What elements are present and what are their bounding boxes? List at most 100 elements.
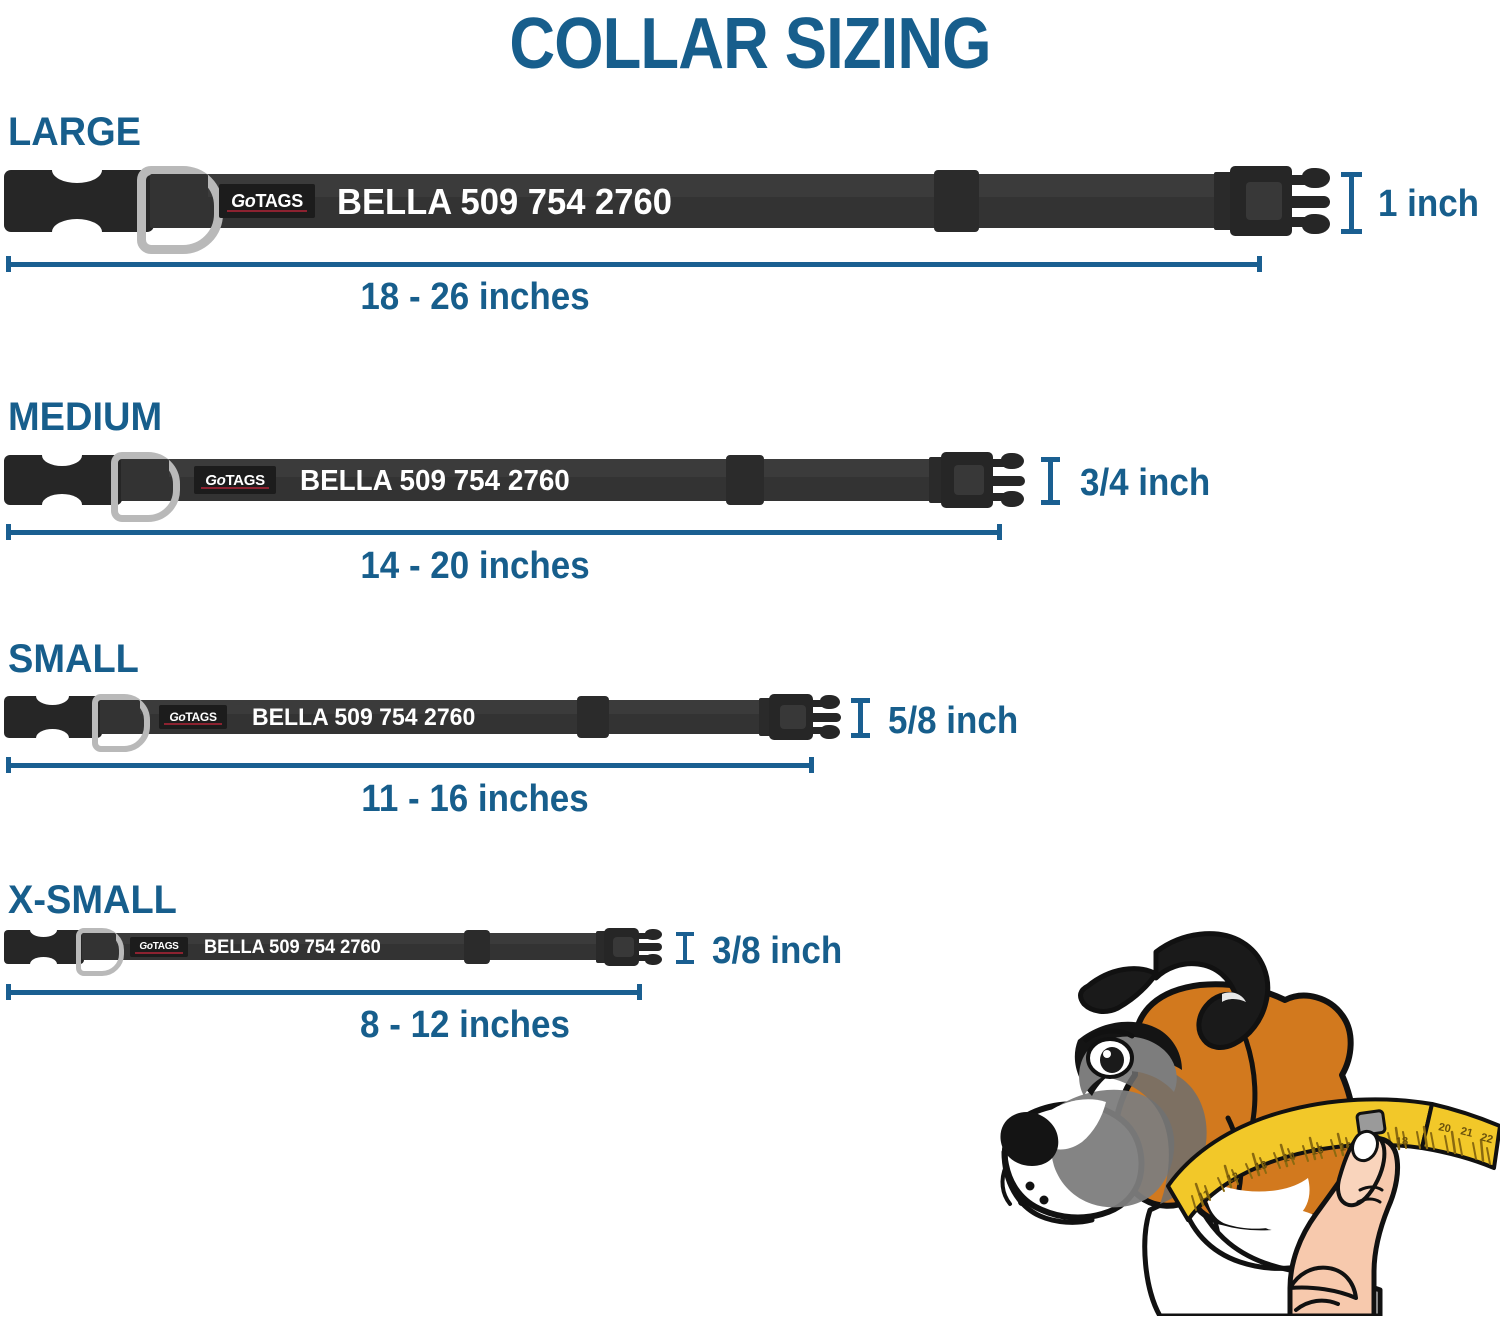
- brand-logo-patch: GoTAGS: [219, 184, 315, 218]
- ibeam-cap-top: [851, 698, 870, 703]
- buckle-prong-bottom: [635, 955, 651, 961]
- width-label-xsmall: 3/8 inch: [712, 930, 843, 972]
- size-label-small: SMALL: [8, 637, 139, 681]
- dimension-cap-left: [6, 524, 11, 540]
- tri-glide-slider: [4, 157, 154, 245]
- svg-text:18: 18: [1396, 1136, 1409, 1148]
- dimension-cap-right: [1257, 256, 1262, 272]
- logo-tags-text: TAGS: [152, 941, 179, 952]
- svg-text:22: 22: [1479, 1131, 1494, 1146]
- buckle-barb-bottom: [820, 725, 840, 739]
- engraved-name-text: BELLA 509 754 2760: [300, 465, 570, 497]
- keeper-loop: [577, 696, 609, 738]
- side-release-buckle: [596, 928, 662, 966]
- side-release-buckle: [929, 452, 1025, 508]
- buckle-band: [596, 931, 606, 963]
- svg-text:12: 12: [1225, 1171, 1240, 1186]
- slider-notch-bottom: [42, 494, 82, 515]
- width-indicator-large: [1340, 172, 1362, 234]
- dimension-cap-left: [6, 984, 11, 1000]
- buckle-band: [1214, 172, 1232, 230]
- d-ring-strap-overlap: [150, 174, 208, 228]
- d-ring-strap-overlap: [121, 459, 169, 501]
- ibeam-cap-top: [1341, 172, 1362, 177]
- buckle-inner-slot: [1246, 182, 1282, 220]
- dimension-cap-left: [6, 256, 11, 272]
- width-label-medium: 3/4 inch: [1080, 462, 1211, 504]
- logo-underline: [164, 723, 222, 725]
- dimension-bar: [6, 530, 1002, 535]
- buckle-barb-bottom: [645, 954, 662, 965]
- keeper-loop: [726, 455, 764, 505]
- d-ring-strap-overlap: [100, 700, 140, 734]
- engraved-name-text: BELLA 509 754 2760: [252, 704, 476, 731]
- slider-notch-top: [36, 687, 69, 705]
- size-label-medium: MEDIUM: [8, 395, 163, 439]
- ibeam-cap-top: [1041, 457, 1060, 462]
- logo-tags-text: TAGS: [185, 710, 217, 724]
- buckle-prong-bottom: [808, 727, 828, 734]
- dog-measurement-illustration: 11 12 13 14 15 16 17 18 20 21 22: [960, 890, 1500, 1319]
- dimension-bar: [6, 990, 642, 995]
- length-dimension-large: [6, 256, 1262, 272]
- svg-text:11: 11: [1197, 1188, 1212, 1203]
- boxer-dog-svg: 11 12 13 14 15 16 17 18 20 21 22: [1000, 931, 1500, 1319]
- buckle-barb-top: [645, 929, 662, 940]
- dimension-cap-right: [997, 524, 1002, 540]
- svg-text:21: 21: [1459, 1125, 1474, 1140]
- engraved-name-text: BELLA 509 754 2760: [337, 181, 672, 222]
- logo-underline: [200, 487, 270, 489]
- size-label-large: LARGE: [8, 110, 141, 154]
- size-label-xsmall: X-SMALL: [8, 878, 177, 922]
- ibeam-stem: [683, 932, 687, 964]
- d-ring: [76, 928, 124, 976]
- slider-notch-bottom: [30, 957, 57, 971]
- svg-text:20: 20: [1437, 1121, 1451, 1135]
- width-indicator-medium: [1040, 457, 1060, 505]
- buckle-band: [929, 457, 943, 503]
- buckle-prong-bottom: [1284, 217, 1314, 227]
- ibeam-cap-bottom: [1041, 500, 1060, 505]
- buckle-barb-top: [820, 695, 840, 709]
- slider-notch-bottom: [52, 219, 102, 245]
- buckle-center-tongue: [808, 713, 841, 722]
- keeper-loop: [934, 170, 979, 232]
- length-label-medium: 14 - 20 inches: [360, 545, 590, 587]
- svg-text:15: 15: [1310, 1144, 1324, 1158]
- logo-tags-text: TAGS: [225, 471, 265, 489]
- buckle-barb-top: [1001, 453, 1024, 469]
- buckle-inner-slot: [780, 705, 806, 729]
- dimension-cap-left: [6, 757, 11, 773]
- slider-notch-top: [42, 445, 82, 466]
- logo-underline: [134, 952, 184, 954]
- slider-notch-top: [52, 157, 102, 183]
- ibeam-cap-bottom: [1341, 229, 1362, 234]
- buckle-band: [759, 698, 771, 736]
- engraved-name-text: BELLA 509 754 2760: [204, 937, 381, 958]
- buckle-center-tongue: [987, 476, 1025, 486]
- buckle-prong-bottom: [987, 493, 1011, 501]
- slider-notch-top: [30, 923, 57, 937]
- side-release-buckle: [1214, 166, 1330, 236]
- svg-text:13: 13: [1254, 1159, 1269, 1174]
- logo-go-text: Go: [169, 710, 186, 724]
- tri-glide-slider: [4, 923, 84, 971]
- dimension-cap-right: [809, 757, 814, 773]
- side-release-buckle: [759, 694, 841, 740]
- d-ring: [111, 452, 180, 522]
- length-label-small: 11 - 16 inches: [361, 778, 589, 820]
- buckle-inner-slot: [954, 465, 984, 495]
- ibeam-cap-bottom: [851, 733, 870, 738]
- slider-notch-bottom: [36, 729, 69, 747]
- collar-graphic-xsmall: GoTAGS BELLA 509 754 2760: [4, 923, 674, 976]
- ibeam-stem: [1349, 172, 1354, 234]
- buckle-barb-bottom: [1001, 491, 1024, 507]
- brand-logo-patch: GoTAGS: [159, 705, 227, 729]
- tri-glide-slider: [4, 445, 122, 515]
- logo-go-text: Go: [139, 941, 153, 952]
- page-title: COLLAR SIZING: [509, 4, 991, 84]
- logo-underline: [226, 210, 308, 212]
- brand-logo-patch: GoTAGS: [194, 466, 276, 494]
- width-label-small: 5/8 inch: [888, 700, 1019, 742]
- length-dimension-medium: [6, 524, 1002, 540]
